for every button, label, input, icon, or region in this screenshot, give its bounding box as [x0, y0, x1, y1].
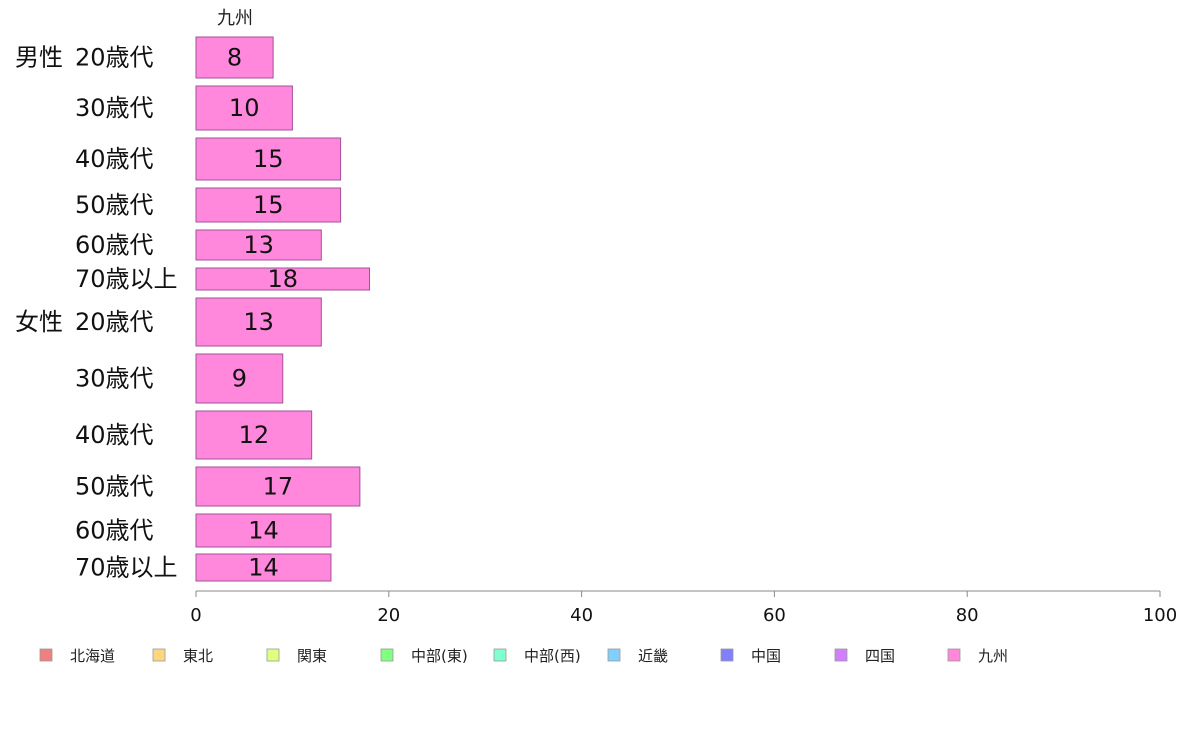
bar-value-label: 17: [263, 473, 294, 501]
legend-swatch: [947, 648, 961, 662]
bar-rows: 820歳代男性1030歳代1540歳代1550歳代1360歳代1870歳以上13…: [15, 36, 371, 582]
legend-swatch: [380, 648, 394, 662]
category-label: 30歳代: [75, 365, 154, 393]
x-axis: 0 20 40 60 80 100: [190, 590, 1177, 626]
bar: [195, 137, 342, 181]
bar-value-label: 14: [248, 554, 279, 582]
x-tick-label: 60: [763, 605, 786, 626]
bar-value-label: 8: [227, 44, 242, 72]
group-label: 男性: [15, 44, 63, 72]
bar: [195, 513, 332, 548]
bar-value-label: 15: [253, 145, 284, 173]
legend-label: 中部(東): [411, 647, 468, 665]
bar: [195, 85, 293, 131]
legend-label: 四国: [865, 647, 895, 665]
legend-label: 中国: [751, 647, 781, 665]
bar: [195, 36, 274, 79]
bar-value-label: 14: [248, 517, 279, 545]
x-tick-label: 80: [956, 605, 979, 626]
category-label: 60歳代: [75, 231, 154, 259]
x-tick-label: 20: [377, 605, 400, 626]
legend-swatch: [493, 648, 507, 662]
bar-value-label: 15: [253, 191, 284, 219]
bar-value-label: 10: [229, 94, 260, 122]
bar-value-label: 9: [232, 365, 247, 393]
category-label: 40歳代: [75, 421, 154, 449]
category-label: 70歳以上: [75, 265, 178, 293]
x-tick-label: 100: [1143, 605, 1177, 626]
bar: [195, 553, 332, 582]
x-tick-label: 40: [570, 605, 593, 626]
bar-value-label: 12: [239, 421, 270, 449]
category-label: 50歳代: [75, 191, 154, 219]
category-label: 20歳代: [75, 44, 154, 72]
legend-label: 北海道: [70, 647, 115, 665]
category-label: 40歳代: [75, 145, 154, 173]
category-label: 30歳代: [75, 94, 154, 122]
legend-label: 東北: [183, 647, 213, 665]
bar: [195, 187, 342, 223]
series-top-label: 九州: [217, 8, 253, 29]
legend-swatch: [39, 648, 53, 662]
category-label: 60歳代: [75, 517, 154, 545]
bar: [195, 229, 322, 261]
category-label: 70歳以上: [75, 554, 178, 582]
legend-swatch: [607, 648, 621, 662]
legend-swatch: [152, 648, 166, 662]
category-label: 50歳代: [75, 473, 154, 501]
legend: 北海道 東北 関東 中部(東) 中部(西) 近畿 中国 四国 九州: [39, 647, 1008, 665]
legend-label: 中部(西): [524, 647, 581, 665]
bar: [195, 297, 322, 347]
legend-label: 関東: [297, 647, 327, 665]
legend-label: 九州: [978, 647, 1008, 665]
bar-value-label: 13: [243, 231, 274, 259]
bar-value-label: 18: [267, 265, 298, 293]
legend-swatch: [266, 648, 280, 662]
bar: [195, 410, 313, 460]
bar: [195, 466, 361, 507]
legend-swatch: [834, 648, 848, 662]
x-tick-label: 0: [190, 605, 201, 626]
bar-value-label: 13: [243, 308, 274, 336]
category-label: 20歳代: [75, 308, 154, 336]
legend-label: 近畿: [638, 647, 668, 665]
bar: [195, 353, 284, 404]
legend-swatch: [720, 648, 734, 662]
group-label: 女性: [15, 308, 63, 336]
bar: [195, 267, 371, 291]
